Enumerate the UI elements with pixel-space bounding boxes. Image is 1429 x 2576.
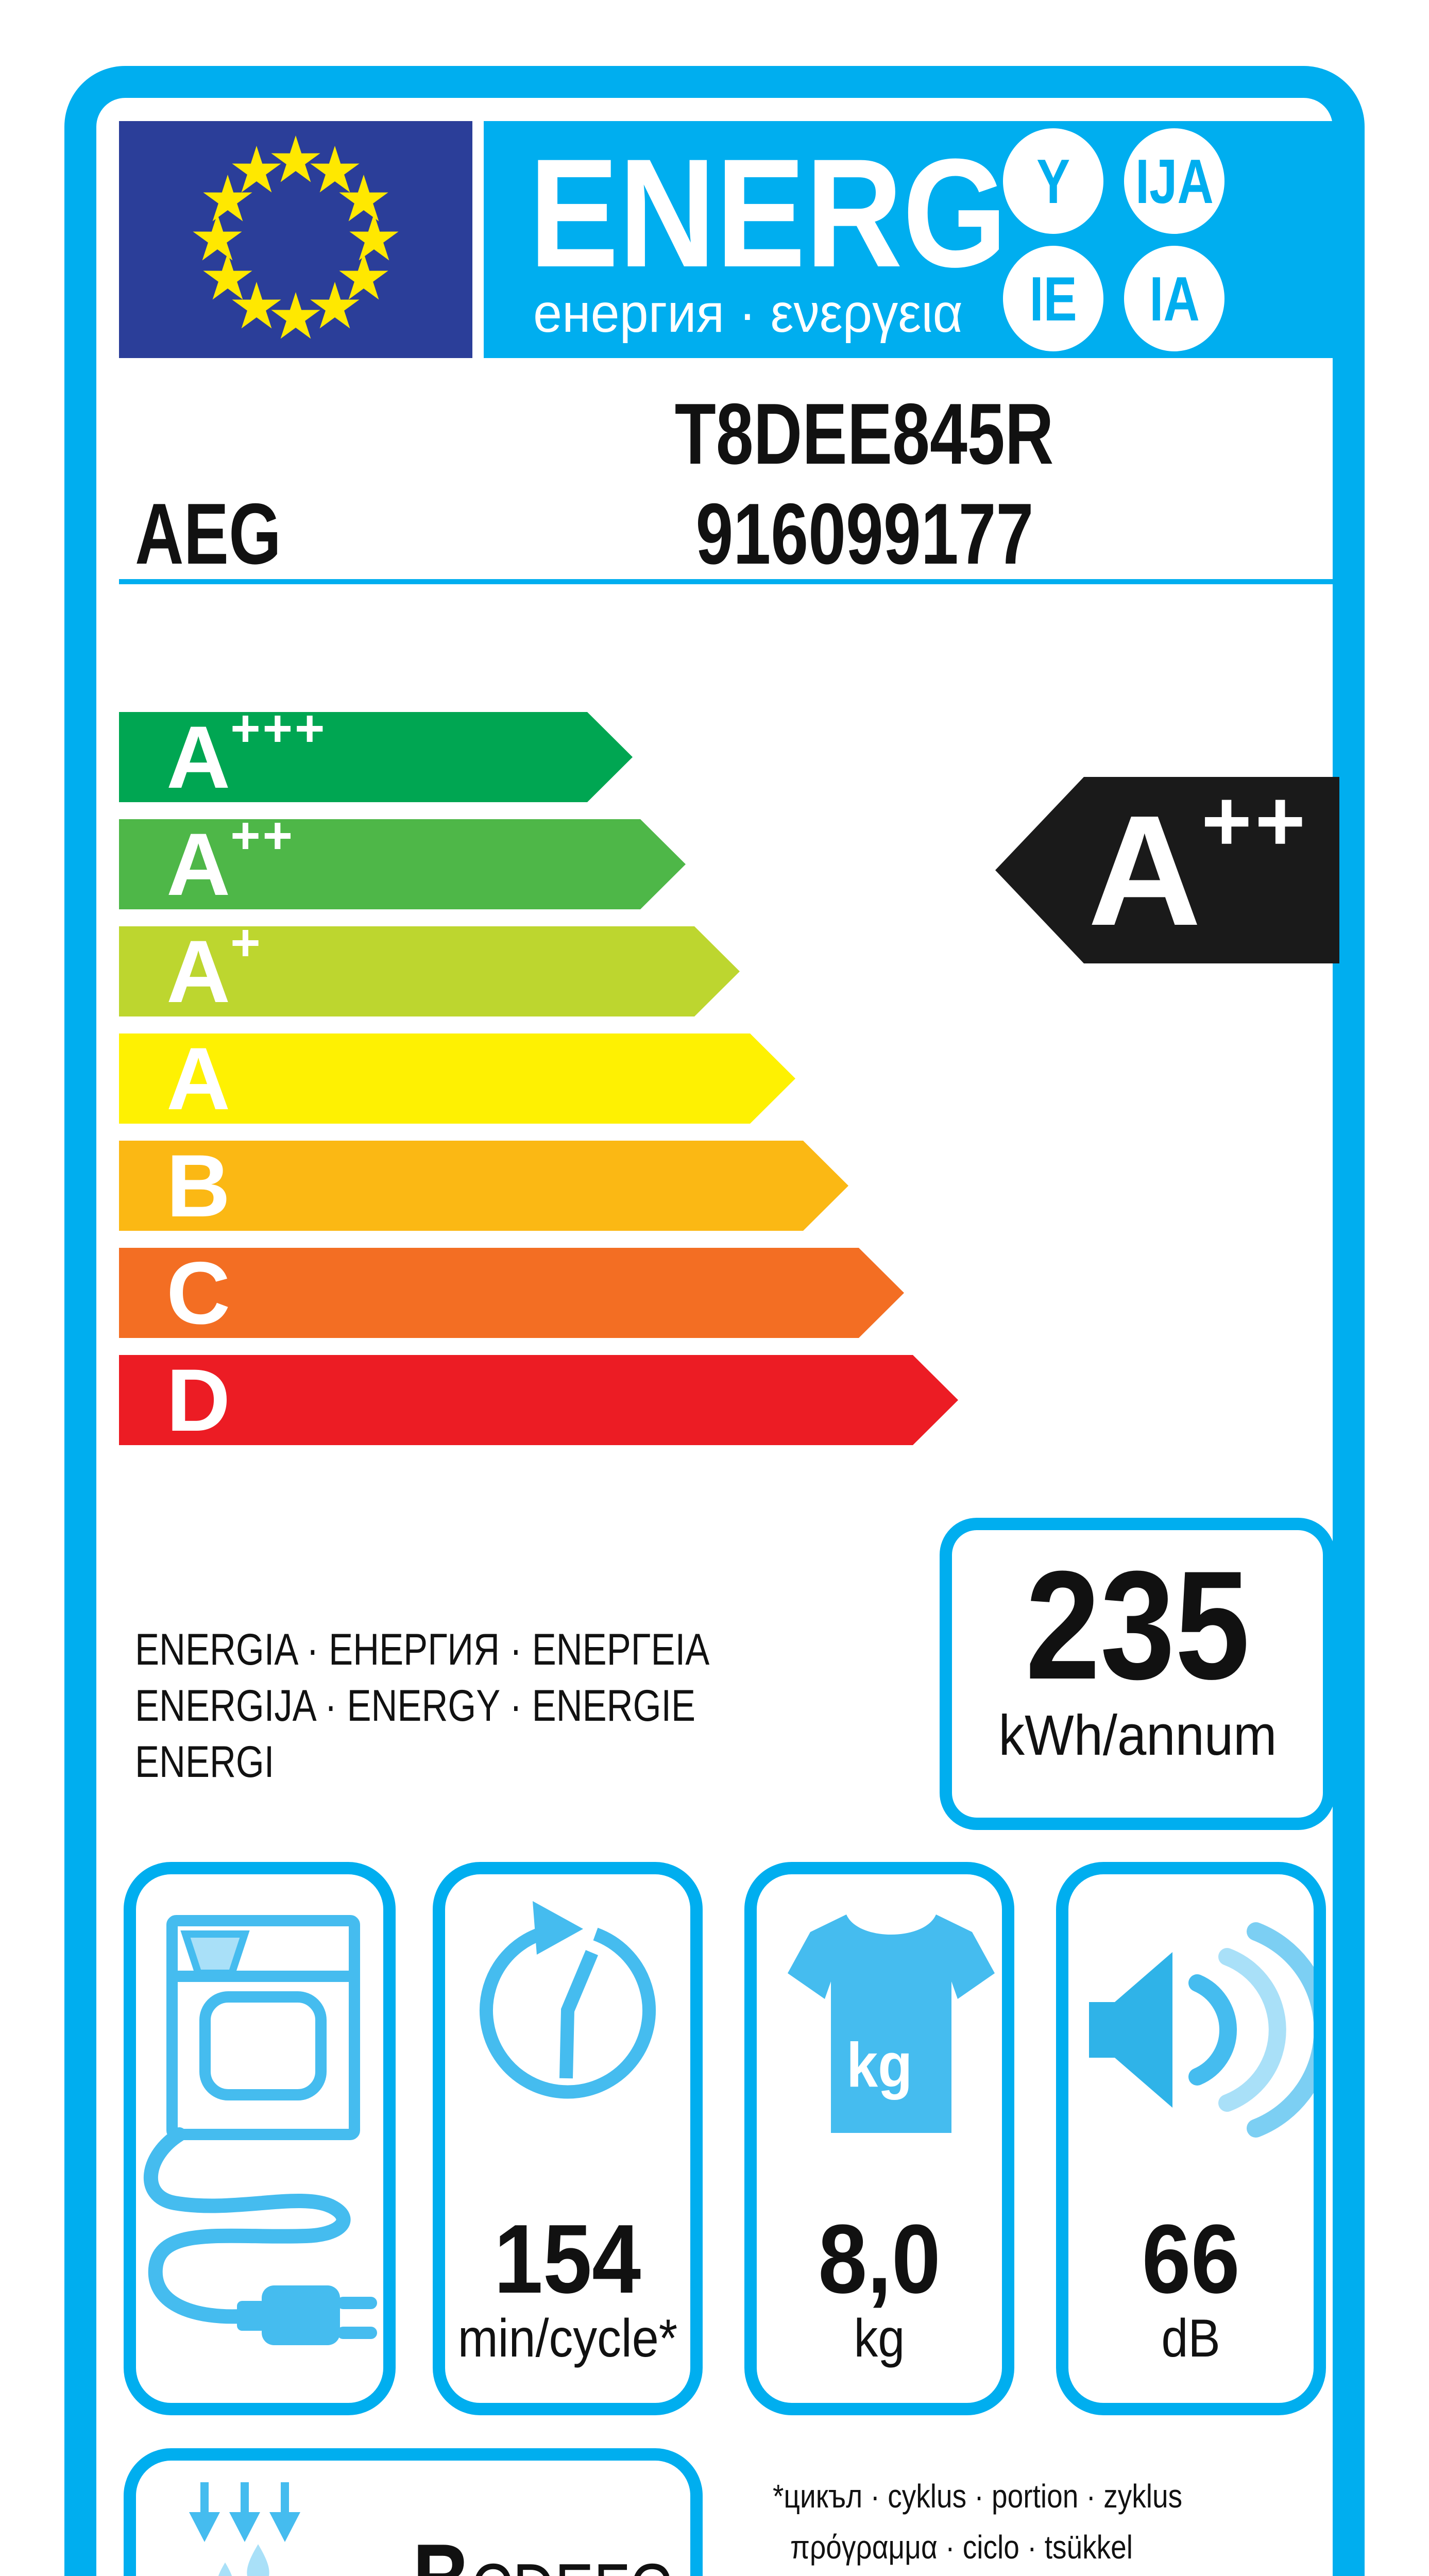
capacity-box: kg 8,0 kg	[744, 1862, 1014, 2415]
electric-dryer-box	[124, 1862, 396, 2415]
speaker-icon	[1068, 1874, 1314, 2210]
scale-bar-a2: A ++	[119, 819, 686, 909]
suffix-circle-ia: IA	[1124, 246, 1224, 351]
energy-words-line1: ENERGIA · ЕНЕРГИЯ · ΕΝΕΡΓΕΙΑ	[135, 1625, 710, 1674]
label-border-frame	[64, 66, 1365, 2576]
footnote-line3: ohjelma · ciklus · ciklas · cikls	[773, 2573, 1314, 2576]
cycle-footnote: *цикъл · cyklus · portion · zyklus πρόγρ…	[773, 2471, 1314, 2576]
condensation-class-box: ABCDEFG	[124, 2448, 703, 2576]
scale-bar-a3: A +++	[119, 712, 633, 802]
energy-consumption-box: 235 kWh/annum	[940, 1518, 1335, 1830]
model-number: T8DEE845R	[675, 385, 1054, 482]
noise-box: 66 dB	[1056, 1862, 1326, 2415]
suffix-circle-ija: IJA	[1124, 128, 1224, 234]
scale-bar-c: C	[119, 1248, 904, 1338]
clock-icon	[445, 1874, 690, 2210]
energy-words-line2: ENERGIJA · ENERGY · ENERGIE	[135, 1681, 696, 1731]
energ-logo-box: ENERG енергия · ενεργεια Y IJA IE IA	[484, 121, 1335, 358]
energy-words: ENERGIA · ЕНЕРГИЯ · ΕΝΕΡΓΕΙΑ ENERGIJA · …	[135, 1622, 830, 1790]
eu-flag-icon	[119, 121, 472, 358]
capacity-unit: kg	[854, 2309, 905, 2369]
suffix-circle-ie: IE	[1003, 246, 1103, 351]
energ-title: ENERG	[529, 126, 1008, 299]
cycle-time-unit: min/cycle*	[457, 2309, 678, 2369]
energ-subtitle: енергия · ενεργεια	[533, 283, 963, 344]
footnote-line2: πρόγραμμα · ciclo · tsükkel	[790, 2529, 1133, 2566]
energy-words-line3: ENERGI	[135, 1737, 275, 1787]
scale-bar-a: A	[119, 1033, 795, 1124]
tshirt-kg-label: kg	[846, 2030, 913, 2100]
scale-bar-a1: A +	[119, 926, 740, 1016]
footnote-line1: *цикъл · cyklus · portion · zyklus	[773, 2478, 1183, 2515]
cycle-time-box: 154 min/cycle*	[433, 1862, 703, 2415]
header-divider-rule	[119, 579, 1335, 584]
condensation-class-letters: ABCDEFG	[342, 2521, 682, 2576]
condensation-water-icon	[164, 2479, 365, 2576]
capacity-value: 8,0	[818, 2205, 941, 2314]
dryer-plug-icon	[136, 1874, 383, 2403]
scale-bar-d: D	[119, 1355, 958, 1445]
scale-bar-b: B	[119, 1141, 848, 1231]
cycle-time-value: 154	[494, 2205, 641, 2314]
suffix-circle-y: Y	[1003, 128, 1103, 234]
brand-name: AEG	[135, 485, 281, 582]
product-number: 916099177	[695, 485, 1033, 582]
noise-value: 66	[1142, 2205, 1240, 2314]
energy-consumption-unit: kWh/annum	[998, 1704, 1277, 1767]
noise-unit: dB	[1161, 2309, 1221, 2369]
tshirt-kg-icon: kg	[757, 1874, 1002, 2210]
energy-consumption-value: 235	[1025, 1538, 1250, 1711]
